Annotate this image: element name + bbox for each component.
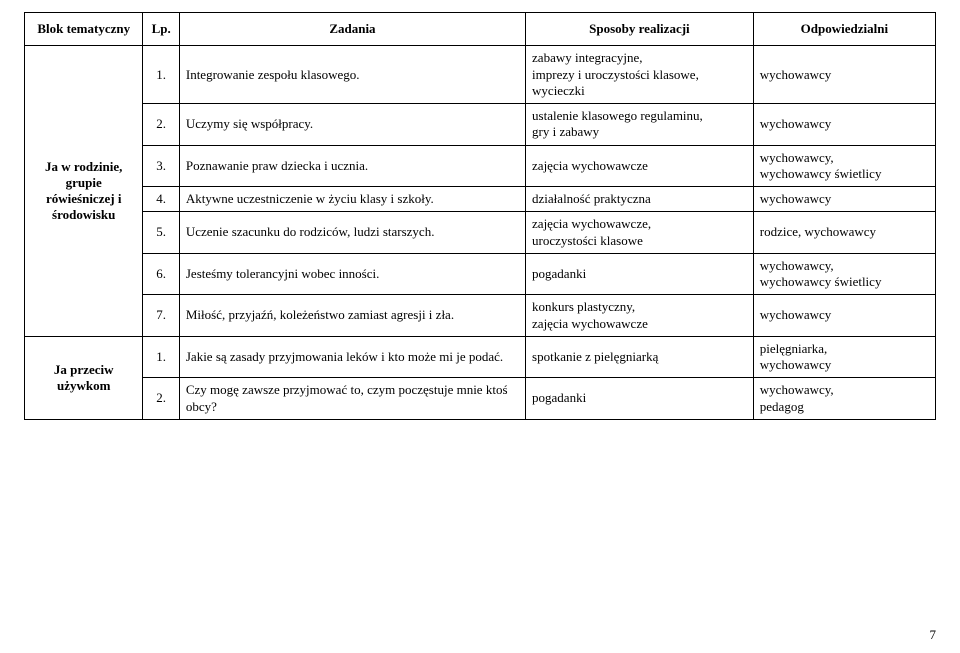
cell-lp: 4. bbox=[143, 187, 179, 212]
cell-resp: pielęgniarka,wychowawcy bbox=[753, 336, 935, 378]
block-title: Ja przeciw używkom bbox=[25, 336, 143, 419]
cell-resp: wychowawcy,pedagog bbox=[753, 378, 935, 420]
cell-task: Jakie są zasady przyjmowania leków i kto… bbox=[179, 336, 525, 378]
cell-task: Integrowanie zespołu klasowego. bbox=[179, 46, 525, 104]
table-row: 4. Aktywne uczestniczenie w życiu klasy … bbox=[25, 187, 936, 212]
cell-resp: wychowawcy bbox=[753, 295, 935, 337]
table-row: 2. Czy mogę zawsze przyjmować to, czym p… bbox=[25, 378, 936, 420]
cell-lp: 7. bbox=[143, 295, 179, 337]
col-method: Sposoby realizacji bbox=[526, 13, 754, 46]
cell-lp: 5. bbox=[143, 212, 179, 254]
cell-resp: wychowawcy,wychowawcy świetlicy bbox=[753, 145, 935, 187]
col-resp: Odpowiedzialni bbox=[753, 13, 935, 46]
cell-lp: 1. bbox=[143, 336, 179, 378]
cell-task: Uczenie szacunku do rodziców, ludzi star… bbox=[179, 212, 525, 254]
cell-resp: wychowawcy bbox=[753, 46, 935, 104]
table-row: Ja w rodzinie, grupie rówieśniczej i śro… bbox=[25, 46, 936, 104]
page-number: 7 bbox=[930, 627, 937, 643]
cell-method: zajęcia wychowawcze bbox=[526, 145, 754, 187]
cell-lp: 3. bbox=[143, 145, 179, 187]
cell-task: Uczymy się współpracy. bbox=[179, 104, 525, 146]
cell-lp: 2. bbox=[143, 104, 179, 146]
cell-task: Jesteśmy tolerancyjni wobec inności. bbox=[179, 253, 525, 295]
cell-task: Miłość, przyjaźń, koleżeństwo zamiast ag… bbox=[179, 295, 525, 337]
cell-resp: wychowawcy,wychowawcy świetlicy bbox=[753, 253, 935, 295]
col-lp: Lp. bbox=[143, 13, 179, 46]
cell-method: zabawy integracyjne,imprezy i uroczystoś… bbox=[526, 46, 754, 104]
block-title: Ja w rodzinie, grupie rówieśniczej i śro… bbox=[25, 46, 143, 337]
cell-method: ustalenie klasowego regulaminu,gry i zab… bbox=[526, 104, 754, 146]
cell-resp: wychowawcy bbox=[753, 104, 935, 146]
cell-lp: 2. bbox=[143, 378, 179, 420]
table-row: 5. Uczenie szacunku do rodziców, ludzi s… bbox=[25, 212, 936, 254]
cell-method: konkurs plastyczny,zajęcia wychowawcze bbox=[526, 295, 754, 337]
cell-lp: 6. bbox=[143, 253, 179, 295]
header-row: Blok tematyczny Lp. Zadania Sposoby real… bbox=[25, 13, 936, 46]
cell-method: zajęcia wychowawcze,uroczystości klasowe bbox=[526, 212, 754, 254]
cell-method: działalność praktyczna bbox=[526, 187, 754, 212]
cell-lp: 1. bbox=[143, 46, 179, 104]
table-row: Ja przeciw używkom 1. Jakie są zasady pr… bbox=[25, 336, 936, 378]
cell-method: pogadanki bbox=[526, 378, 754, 420]
cell-task: Poznawanie praw dziecka i ucznia. bbox=[179, 145, 525, 187]
table-row: 3. Poznawanie praw dziecka i ucznia. zaj… bbox=[25, 145, 936, 187]
cell-task: Aktywne uczestniczenie w życiu klasy i s… bbox=[179, 187, 525, 212]
page: Blok tematyczny Lp. Zadania Sposoby real… bbox=[0, 0, 960, 653]
col-task: Zadania bbox=[179, 13, 525, 46]
table-row: 2. Uczymy się współpracy. ustalenie klas… bbox=[25, 104, 936, 146]
cell-resp: rodzice, wychowawcy bbox=[753, 212, 935, 254]
table-row: 6. Jesteśmy tolerancyjni wobec inności. … bbox=[25, 253, 936, 295]
col-block: Blok tematyczny bbox=[25, 13, 143, 46]
cell-method: spotkanie z pielęgniarką bbox=[526, 336, 754, 378]
table-row: 7. Miłość, przyjaźń, koleżeństwo zamiast… bbox=[25, 295, 936, 337]
cell-method: pogadanki bbox=[526, 253, 754, 295]
cell-resp: wychowawcy bbox=[753, 187, 935, 212]
cell-task: Czy mogę zawsze przyjmować to, czym pocz… bbox=[179, 378, 525, 420]
curriculum-table: Blok tematyczny Lp. Zadania Sposoby real… bbox=[24, 12, 936, 420]
